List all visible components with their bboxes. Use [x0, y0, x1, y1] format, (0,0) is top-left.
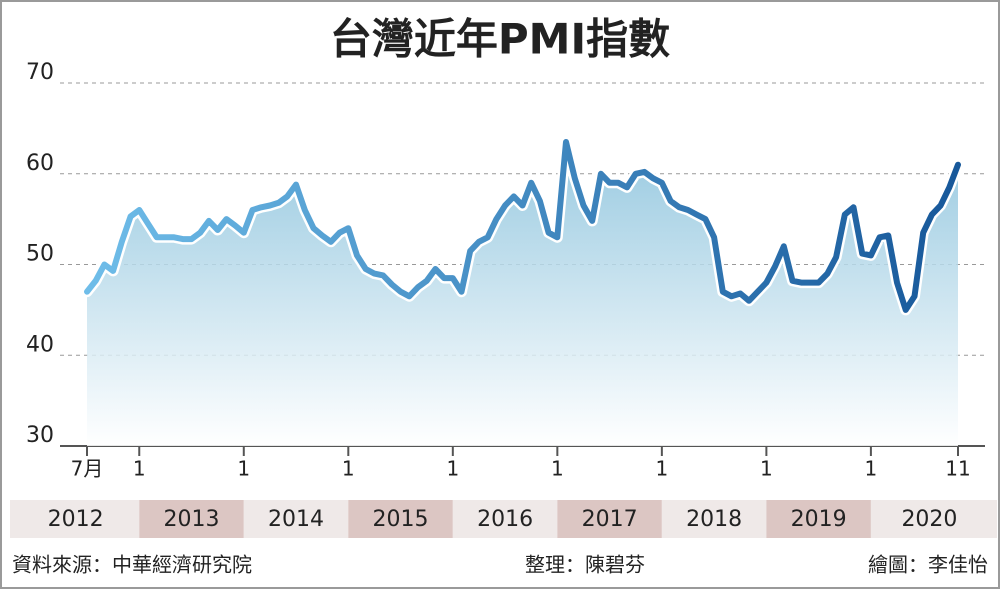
line — [84, 139, 961, 313]
year-band — [452, 500, 558, 538]
y-tick-label: 60 — [26, 151, 54, 176]
y-tick-label: 30 — [26, 423, 54, 448]
x-tick-label: 1 — [133, 457, 146, 481]
source: 資料來源：中華經濟研究院 — [12, 553, 252, 577]
x-tick-label: 1 — [237, 457, 250, 481]
year-band — [10, 500, 140, 538]
year-label: 2013 — [164, 507, 220, 532]
editor: 整理：陳碧芬 — [525, 553, 645, 577]
year-label: 2018 — [686, 507, 742, 532]
x-tick-label: 11 — [945, 457, 970, 481]
x-tick-label: 1 — [342, 457, 355, 481]
year-label: 2017 — [582, 507, 638, 532]
year-label: 2016 — [477, 507, 533, 532]
year-band — [557, 500, 662, 538]
year-band — [661, 500, 767, 538]
x-tick-label: 1 — [655, 457, 668, 481]
y-tick-label: 50 — [26, 242, 54, 267]
year-label: 2019 — [791, 507, 847, 532]
year-label: 2020 — [901, 507, 957, 532]
year-band — [139, 500, 244, 538]
x-tick-label: 1 — [760, 457, 773, 481]
year-band — [243, 500, 349, 538]
y-tick-label: 70 — [26, 60, 54, 85]
y-tick-label: 40 — [26, 332, 54, 357]
x-tick-label: 1 — [865, 457, 878, 481]
x-tick-label: 1 — [446, 457, 459, 481]
year-label: 2012 — [48, 507, 104, 532]
year-band — [348, 500, 453, 538]
x-tick-label: 7月 — [71, 457, 104, 481]
year-label: 2014 — [268, 507, 324, 532]
year-band — [870, 500, 997, 538]
graphic: 繪圖：李佳怡 — [868, 553, 988, 577]
year-band — [766, 500, 871, 538]
year-label: 2015 — [373, 507, 429, 532]
chart-title: 台灣近年PMI指數 — [330, 15, 670, 64]
x-tick-label: 1 — [551, 457, 564, 481]
